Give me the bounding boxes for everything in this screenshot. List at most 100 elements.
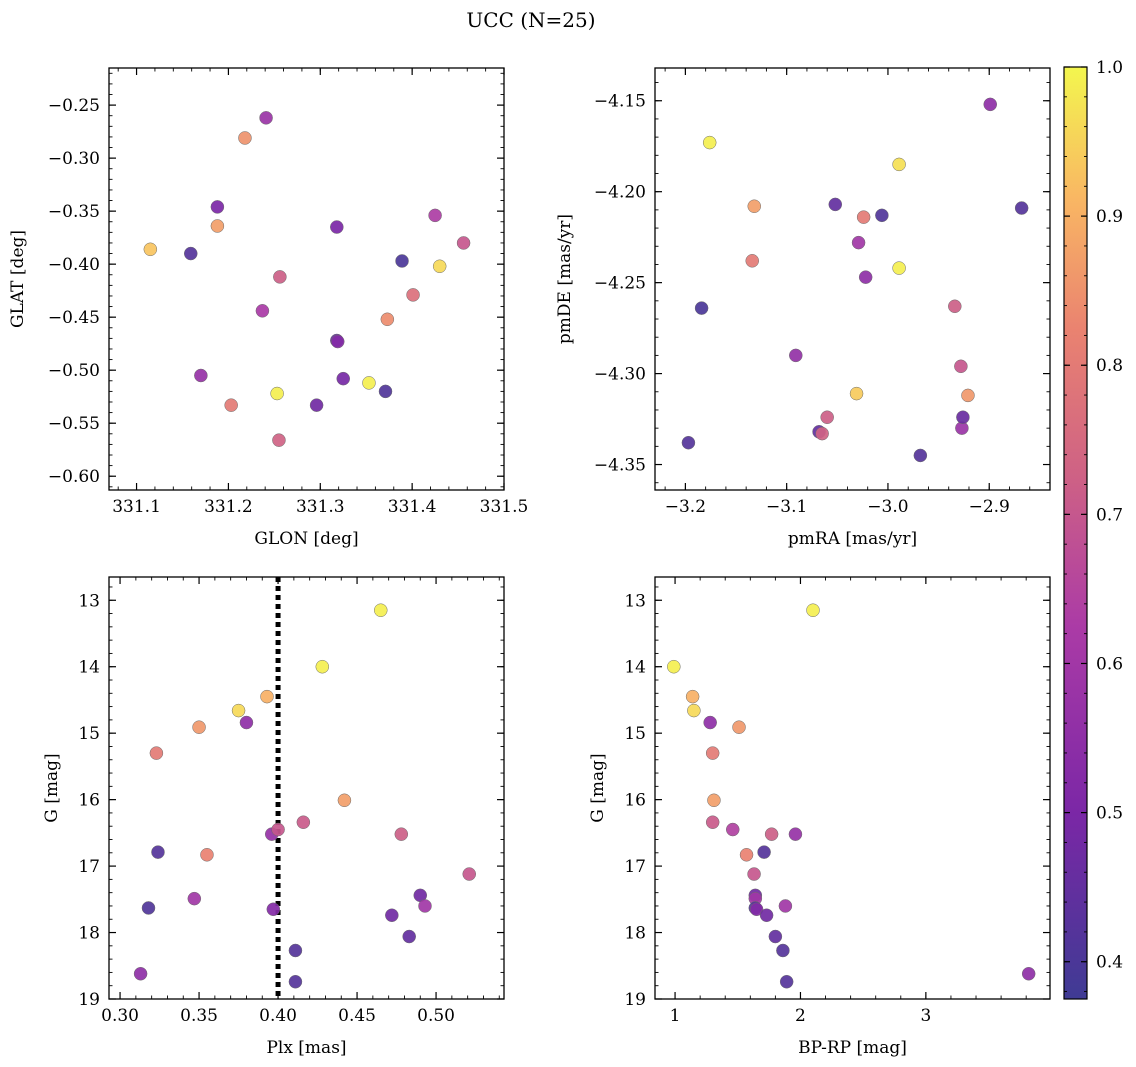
axes-frame <box>654 67 1051 491</box>
data-point <box>395 254 409 268</box>
data-point <box>1021 966 1036 981</box>
data-point <box>380 312 395 327</box>
y-axis-label: GLAT [deg] <box>8 230 28 328</box>
x-tick-label: 331.2 <box>204 497 253 517</box>
data-point <box>456 236 471 250</box>
data-point <box>271 822 285 837</box>
data-point <box>747 199 762 213</box>
colorbar-tick-label: 0.8 <box>1096 356 1123 376</box>
data-point <box>385 908 399 923</box>
data-point <box>187 891 202 906</box>
data-point <box>759 908 774 923</box>
y-tick-label: −0.55 <box>48 414 100 434</box>
data-point <box>747 867 761 881</box>
y-tick-label: 17 <box>624 857 646 877</box>
y-tick-label: 15 <box>78 724 100 744</box>
data-point <box>239 715 254 730</box>
x-tick-label: 1 <box>670 1006 681 1026</box>
y-tick-label: 13 <box>624 591 646 611</box>
x-tick-label: 331.3 <box>296 497 345 517</box>
data-point <box>394 827 409 841</box>
data-point <box>309 398 324 412</box>
data-point <box>192 720 206 734</box>
y-tick-label: 16 <box>624 791 646 811</box>
y-tick-label: −0.60 <box>48 467 100 487</box>
data-point <box>238 131 252 145</box>
data-point <box>428 208 442 223</box>
data-point <box>892 261 906 275</box>
data-point <box>768 929 783 944</box>
data-point <box>133 966 148 981</box>
panel-plx-g: 0.30 0.35 0.40 0.45 0.50 13 14 15 16 17 18 19 Plx [m… <box>42 576 505 1058</box>
data-point <box>378 384 393 399</box>
x-tick-label: 2 <box>795 1006 806 1026</box>
y-tick-label: 17 <box>78 857 100 877</box>
data-point <box>828 197 843 212</box>
data-point <box>851 235 866 250</box>
y-tick-label: 14 <box>78 658 100 678</box>
colorbar-tick-label: 0.7 <box>1096 505 1123 525</box>
data-point <box>956 410 970 424</box>
data-point <box>273 270 287 284</box>
data-point <box>694 301 709 315</box>
x-tick-label: −3.2 <box>665 497 706 517</box>
data-point <box>745 254 759 268</box>
data-point <box>337 793 352 808</box>
data-point <box>788 827 803 841</box>
data-point <box>667 659 681 674</box>
data-point <box>776 943 790 958</box>
data-point <box>296 815 311 829</box>
colorbar: 0.4 0.5 0.6 0.7 0.8 0.9 1.0 <box>1063 58 1123 1000</box>
x-axis-label: GLON [deg] <box>254 529 358 549</box>
y-tick-label: −0.40 <box>48 255 100 275</box>
data-point <box>913 448 928 463</box>
data-point <box>151 845 165 859</box>
data-point <box>983 97 997 112</box>
data-point <box>402 929 416 944</box>
data-point <box>266 902 281 917</box>
data-point <box>200 848 214 862</box>
data-point <box>687 703 701 718</box>
data-point <box>330 334 345 349</box>
axes-frame <box>108 576 505 1000</box>
data-point <box>703 715 717 730</box>
data-point <box>1014 201 1029 215</box>
data-point <box>705 815 720 829</box>
y-tick-label: −4.20 <box>594 183 646 203</box>
data-point <box>330 220 344 234</box>
x-axis-label: pmRA [mas/yr] <box>788 529 917 549</box>
panels: 331.1 331.2 331.3 331.4 331.5 −0.60 −0.55 −0.50… <box>8 67 1051 1058</box>
data-point <box>270 386 284 401</box>
y-tick-label: −0.25 <box>48 96 100 116</box>
data-point <box>820 410 834 424</box>
x-tick-label: 331.4 <box>388 497 437 517</box>
x-tick-label: −2.9 <box>969 497 1010 517</box>
x-tick-label: 0.40 <box>259 1006 297 1026</box>
colorbar-tick-label: 0.4 <box>1096 953 1123 973</box>
colorbar-tick-label: 1.0 <box>1096 58 1123 78</box>
y-tick-label: −4.25 <box>594 274 646 294</box>
y-tick-label: 19 <box>78 990 100 1010</box>
y-tick-label: −0.30 <box>48 149 100 169</box>
x-axis-label: BP-RP [mag] <box>798 1038 907 1058</box>
y-axis-label: G [mag] <box>588 753 608 822</box>
data-point <box>259 111 273 125</box>
data-point <box>856 210 871 224</box>
y-tick-label: 19 <box>624 990 646 1010</box>
data-point <box>685 689 700 704</box>
y-tick-label: −0.50 <box>48 361 100 381</box>
data-point <box>707 793 721 808</box>
data-point <box>288 974 303 989</box>
data-point <box>875 208 889 223</box>
data-point <box>194 368 208 383</box>
data-point <box>462 867 476 881</box>
data-point <box>961 388 975 403</box>
data-point <box>336 371 350 386</box>
data-point <box>418 899 432 913</box>
data-point <box>778 899 793 913</box>
data-point <box>184 246 198 261</box>
data-point <box>315 659 330 674</box>
x-tick-label: 0.30 <box>101 1006 139 1026</box>
y-tick-label: 13 <box>78 591 100 611</box>
data-point <box>702 135 717 150</box>
